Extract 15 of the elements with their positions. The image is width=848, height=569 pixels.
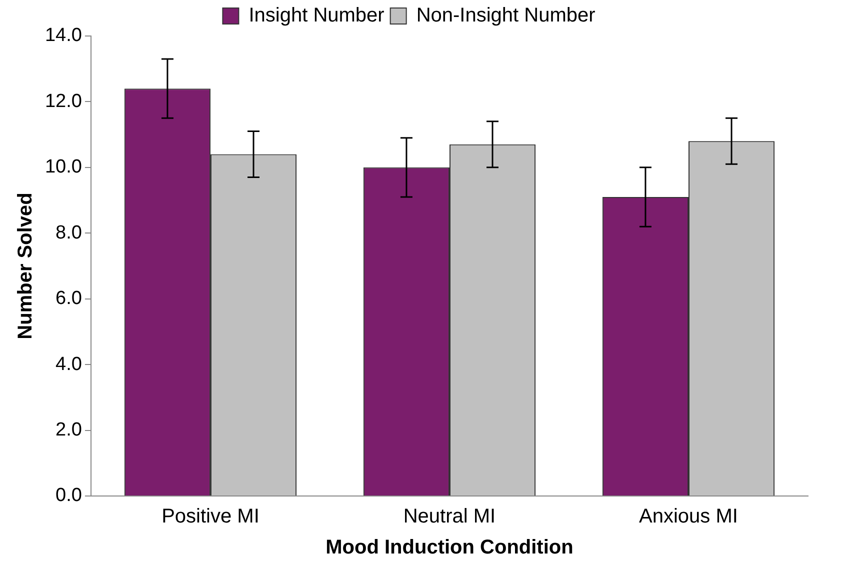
x-axis-title: Mood Induction Condition <box>326 536 574 559</box>
y-tick-label: 14.0 <box>44 25 82 46</box>
y-tick-label: 12.0 <box>44 90 82 112</box>
y-tick-label: 2.0 <box>56 420 82 441</box>
x-tick-label: Positive MI <box>162 506 260 528</box>
x-tick-label: Anxious MI <box>639 506 738 528</box>
x-tick-label: Neutral MI <box>403 506 496 528</box>
y-axis-title: Number Solved <box>14 192 37 340</box>
y-tick-label: 6.0 <box>56 288 82 310</box>
y-tick-label: 8.0 <box>56 222 82 244</box>
y-tick-label: 0.0 <box>56 485 82 506</box>
legend-label: Insight Number <box>248 4 385 27</box>
y-tick-label: 10.0 <box>44 156 82 178</box>
y-tick-label: 4.0 <box>56 354 82 375</box>
legend-label: Non-Insight Number <box>416 4 596 27</box>
